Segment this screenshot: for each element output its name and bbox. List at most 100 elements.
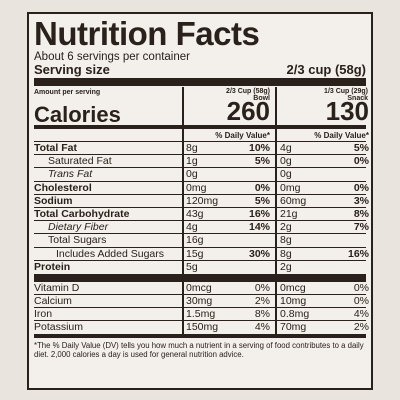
serving-size-value: 2/3 cup (58g) xyxy=(286,62,366,77)
nutrient-amount-bowl: 8g xyxy=(186,142,198,154)
nutrient-dv-snack: 0% xyxy=(353,181,369,194)
daily-value-header-row: % Daily Value* % Daily Value* xyxy=(34,129,369,141)
nutrient-amount-bowl: 1g xyxy=(186,155,198,168)
vitamin-amount-bowl: 0mcg xyxy=(186,281,212,294)
nutrient-row: Trans Fat 0g 0g xyxy=(34,167,366,180)
nutrient-name: Cholesterol xyxy=(34,181,92,194)
nutrient-name: Total Sugars xyxy=(48,234,107,247)
table-body: Amount per serving 2/3 Cup (58g) Bowl 1/… xyxy=(34,87,369,338)
nutrient-name: Dietary Fiber xyxy=(48,221,109,234)
nutrient-dv-bowl: 5% xyxy=(254,194,270,207)
nutrient-name: Includes Added Sugars xyxy=(56,247,164,260)
nutrient-row: Protein 5g 2g xyxy=(34,259,366,273)
vitamin-name: Calcium xyxy=(34,295,72,308)
calories-row: Calories 260 130 xyxy=(34,96,369,127)
vitamin-name: Vitamin D xyxy=(34,281,80,294)
nutrient-dv-snack: 0% xyxy=(353,155,369,168)
nutrient-name: Sodium xyxy=(34,194,73,207)
nutrient-row: Cholesterol 0mg 0% 0mg 0% xyxy=(34,180,369,194)
nutrient-dv-snack: 3% xyxy=(353,194,369,207)
serving-size-row: Serving size 2/3 cup (58g) xyxy=(34,63,366,77)
vitamin-row: Vitamin D 0mcg 0% 0mcg 0% xyxy=(34,281,369,294)
vitamin-row: Iron 1.5mg 8% 0.8mg 4% xyxy=(34,307,369,321)
column-1-header: 2/3 Cup (58g) Bowl xyxy=(226,88,270,102)
calories-label: Calories xyxy=(34,102,121,127)
nutrient-amount-bowl: 16g xyxy=(186,234,204,247)
nutrient-row: Total Sugars 16g 8g xyxy=(34,233,366,246)
daily-value-footnote: *The % Daily Value (DV) tells you how mu… xyxy=(34,340,364,359)
vitamin-dv-bowl: 4% xyxy=(254,321,270,334)
thick-divider xyxy=(34,78,366,86)
vitamin-amount-snack: 0mcg xyxy=(280,281,306,294)
thick-divider xyxy=(34,273,366,282)
daily-value-header-snack: % Daily Value* xyxy=(314,131,369,140)
label-title: Nutrition Facts xyxy=(34,15,260,52)
nutrient-row: Total Carbohydrate 43g 16% 21g 8% xyxy=(34,206,369,220)
column-divider-2 xyxy=(275,87,277,338)
vitamin-amount-bowl: 30mg xyxy=(186,295,213,308)
amount-per-serving-row: Amount per serving 2/3 Cup (58g) Bowl 1/… xyxy=(34,87,368,102)
medium-divider xyxy=(34,125,366,129)
nutrient-name: Total Fat xyxy=(34,142,77,154)
nutrient-amount-snack: 8g xyxy=(280,247,292,260)
nutrient-dv-bowl: 14% xyxy=(248,221,270,234)
nutrient-amount-snack: 4g xyxy=(280,142,292,154)
nutrient-amount-snack: 60mg xyxy=(280,194,307,207)
vitamin-amount-bowl: 1.5mg xyxy=(186,308,216,321)
vitamin-dv-bowl: 0% xyxy=(254,281,270,294)
nutrient-amount-bowl: 120mg xyxy=(186,194,219,207)
amount-per-serving: Amount per serving xyxy=(34,89,101,96)
vitamin-dv-snack: 2% xyxy=(353,321,369,334)
serving-size-label: Serving size xyxy=(34,62,110,77)
nutrient-dv-bowl: 5% xyxy=(254,155,270,168)
nutrition-facts-label: Nutrition Facts About 6 servings per con… xyxy=(27,12,373,390)
nutrient-name: Trans Fat xyxy=(48,168,93,181)
nutrient-amount-snack: 0g xyxy=(280,155,292,168)
vitamin-amount-snack: 10mg xyxy=(280,295,307,308)
vitamin-dv-snack: 0% xyxy=(353,281,369,294)
column-2-header: 1/3 Cup (29g) Snack xyxy=(324,88,368,102)
nutrient-dv-snack: 16% xyxy=(347,247,369,260)
nutrient-amount-bowl: 0g xyxy=(186,168,198,181)
vitamin-amount-bowl: 150mg xyxy=(186,321,219,334)
nutrient-row: Saturated Fat 1g 5% 0g 0% xyxy=(34,154,369,168)
nutrient-name: Total Carbohydrate xyxy=(34,207,130,220)
nutrient-name: Protein xyxy=(34,260,71,273)
nutrient-amount-snack: 21g xyxy=(280,207,298,220)
nutrient-dv-bowl: 16% xyxy=(248,207,270,220)
vitamin-name: Potassium xyxy=(34,321,84,334)
vitamin-amount-snack: 70mg xyxy=(280,321,307,334)
nutrient-dv-bowl: 30% xyxy=(248,247,270,260)
nutrient-amount-bowl: 4g xyxy=(186,221,198,234)
vitamin-row: Potassium 150mg 4% 70mg 2% xyxy=(34,320,369,334)
vitamin-name: Iron xyxy=(34,308,53,321)
nutrient-amount-bowl: 43g xyxy=(186,207,204,220)
column-divider-1 xyxy=(182,87,184,338)
nutrient-dv-bowl: 10% xyxy=(248,142,270,154)
nutrient-dv-snack: 5% xyxy=(353,142,369,154)
nutrient-row: Total Fat 8g 10% 4g 5% xyxy=(34,141,369,154)
calories-bowl: 260 xyxy=(226,96,270,126)
calories-snack: 130 xyxy=(325,96,369,126)
nutrient-dv-bowl: 0% xyxy=(254,181,270,194)
nutrient-row: Includes Added Sugars 15g 30% 8g 16% xyxy=(34,246,369,260)
vitamin-dv-bowl: 2% xyxy=(254,295,270,308)
nutrient-amount-snack: 8g xyxy=(280,234,292,247)
daily-value-header-bowl: % Daily Value* xyxy=(215,131,270,140)
vitamin-dv-snack: 4% xyxy=(353,308,369,321)
nutrient-amount-bowl: 15g xyxy=(186,247,204,260)
nutrient-amount-snack: 0g xyxy=(280,168,292,181)
nutrient-amount-bowl: 5g xyxy=(186,260,198,273)
medium-divider xyxy=(34,333,366,338)
vitamin-row: Calcium 30mg 2% 10mg 0% xyxy=(34,294,369,308)
nutrient-amount-snack: 2g xyxy=(280,221,292,234)
nutrient-name: Saturated Fat xyxy=(48,155,112,168)
nutrient-amount-bowl: 0mg xyxy=(186,181,207,194)
vitamin-dv-snack: 0% xyxy=(353,295,369,308)
nutrient-amount-snack: 2g xyxy=(280,260,292,273)
vitamin-dv-bowl: 8% xyxy=(254,308,270,321)
nutrient-amount-snack: 0mg xyxy=(280,181,301,194)
nutrient-row: Sodium 120mg 5% 60mg 3% xyxy=(34,193,369,207)
nutrient-row: Dietary Fiber 4g 14% 2g 7% xyxy=(34,220,369,234)
nutrient-dv-snack: 8% xyxy=(353,207,369,220)
